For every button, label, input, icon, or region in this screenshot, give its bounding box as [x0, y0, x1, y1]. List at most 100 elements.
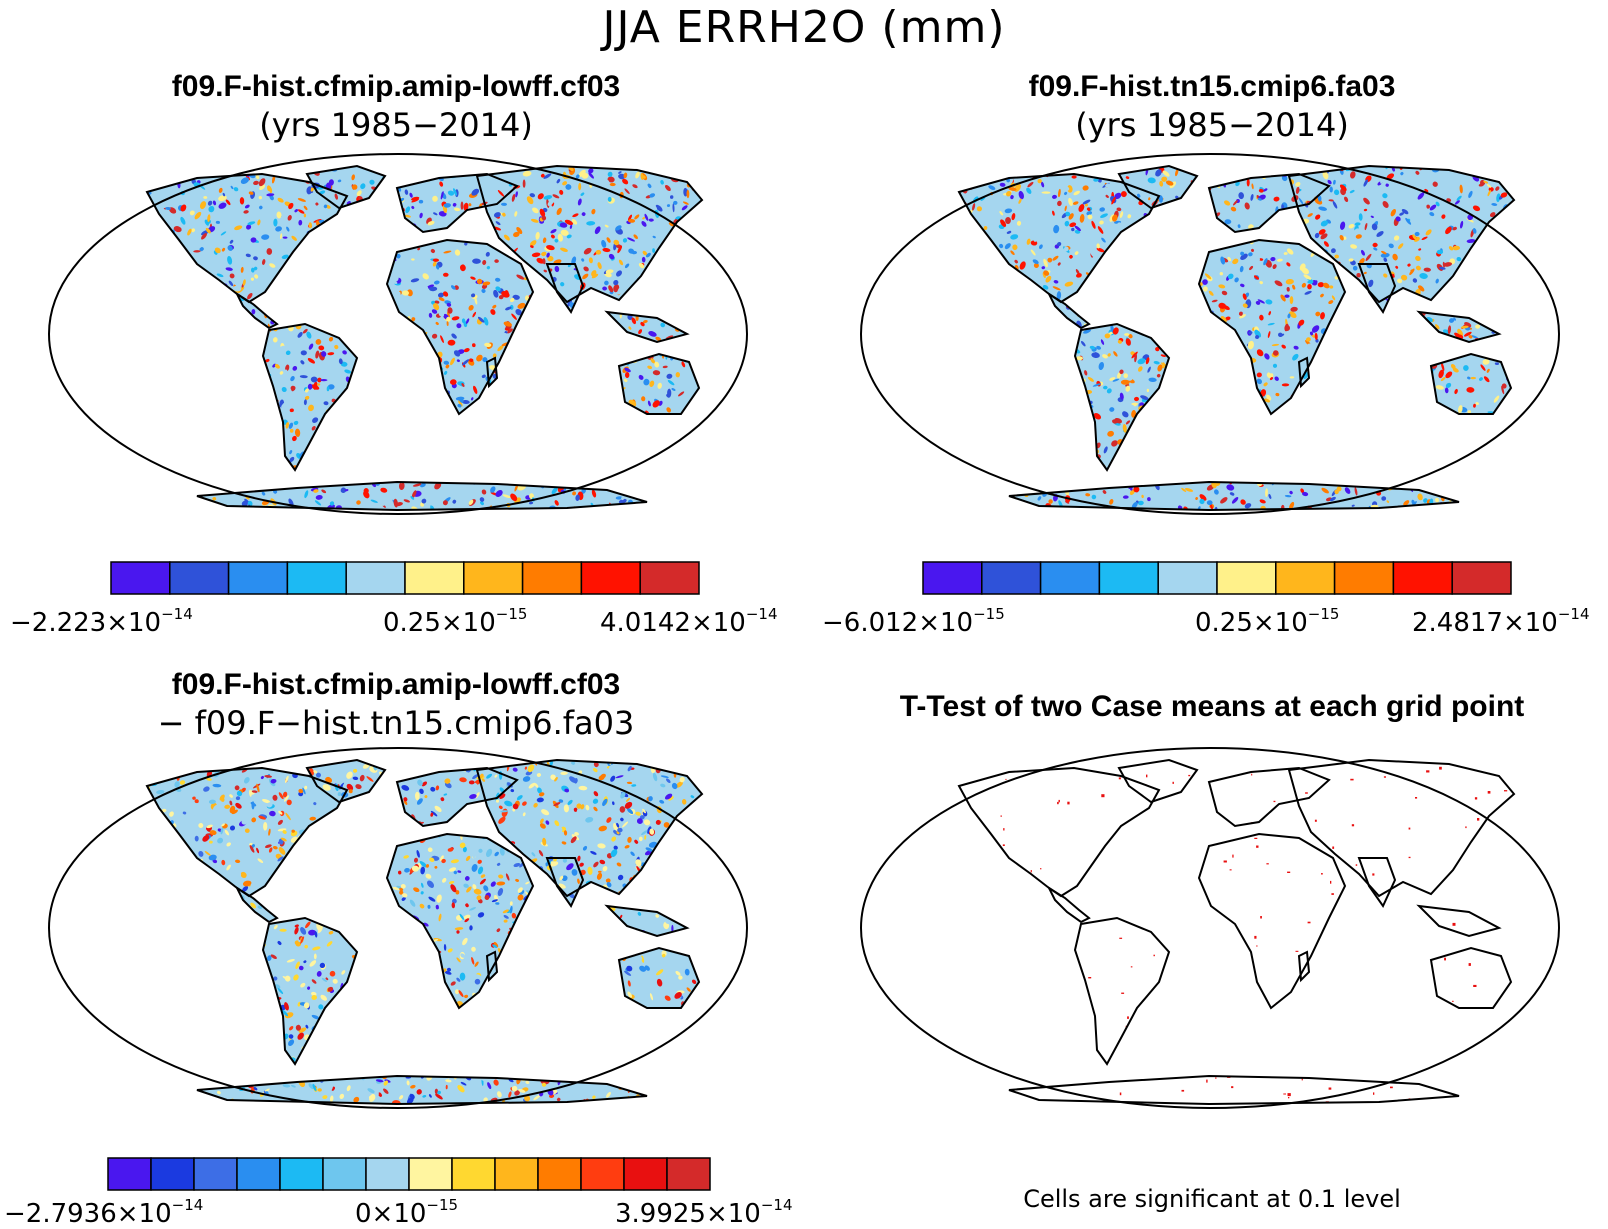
colorbar-swatch	[922, 561, 983, 595]
coastline-asia	[475, 164, 704, 304]
coastline-africa	[1197, 832, 1347, 1010]
coastline-south-america	[1073, 322, 1171, 472]
main-title: JJA ERRH2O (mm)	[602, 2, 1006, 53]
map-frame	[48, 153, 748, 515]
coastline-asia	[475, 758, 704, 898]
colorbar-swatch	[623, 1157, 668, 1191]
coastline-south-america	[261, 322, 359, 472]
colorbar-swatch	[1157, 561, 1218, 595]
coastline-australia	[617, 352, 701, 415]
coastline-europe	[1207, 172, 1331, 234]
panel-3-map	[48, 747, 748, 1109]
panel-1-title: f09.F-hist.cfmip.amip-lowff.cf03	[171, 70, 621, 103]
map-frame	[860, 747, 1560, 1109]
colorbar-swatch	[1392, 561, 1453, 595]
colorbar-swatch	[580, 561, 641, 595]
coastline-south-america	[1073, 916, 1171, 1066]
colorbar-swatch	[494, 1157, 539, 1191]
coastline-north-america	[145, 766, 349, 898]
coastline-europe	[395, 172, 519, 234]
map-frame	[48, 747, 748, 1109]
colorbar-swatch	[365, 1157, 410, 1191]
colorbar-swatch	[408, 1157, 453, 1191]
coastline-australia	[617, 946, 701, 1009]
panel-3-subtitle: − f09.F−hist.tn15.cmip6.fa03	[157, 704, 635, 742]
colorbar-swatch	[580, 1157, 625, 1191]
colorbar-swatch	[666, 1157, 711, 1191]
colorbar-swatch	[404, 561, 465, 595]
coastline-madagascar	[485, 950, 499, 983]
colorbar-swatch	[236, 1157, 281, 1191]
significance-note: Cells are significant at 0.1 level	[1023, 1185, 1401, 1213]
panel-3-title: f09.F-hist.cfmip.amip-lowff.cf03	[171, 668, 621, 701]
coastline-se-asia-islands	[604, 310, 690, 344]
panel-3-colorbar-mid-label: 0×10−15	[355, 1196, 459, 1229]
coastline-madagascar	[485, 356, 499, 389]
colorbar-swatch	[1216, 561, 1277, 595]
panel-2-map	[860, 153, 1560, 515]
coastline-central-america	[1046, 885, 1091, 924]
coastline-north-america	[145, 172, 349, 304]
colorbar-swatch	[279, 1157, 324, 1191]
colorbar-swatch	[110, 561, 171, 595]
colorbar-swatch	[1451, 561, 1512, 595]
coastline-central-america	[234, 291, 279, 330]
colorbar-swatch	[150, 1157, 195, 1191]
coastline-madagascar	[1297, 950, 1311, 983]
panel-1-map	[48, 153, 748, 515]
colorbar-swatch	[322, 1157, 367, 1191]
coastline-asia	[1287, 758, 1516, 898]
colorbar-swatch	[463, 561, 524, 595]
coastline-north-america	[957, 172, 1161, 304]
colorbar-swatch	[451, 1157, 496, 1191]
coastline-india	[545, 263, 585, 314]
panel-4-title: T-Test of two Case means at each grid po…	[899, 690, 1525, 723]
panel-3-colorbar-max-label: 3.9925×10−14	[615, 1196, 793, 1229]
coastline-south-america	[261, 916, 359, 1066]
coastline-europe	[1207, 766, 1331, 828]
panel-3-colorbar-min-label: −2.7936×10−14	[4, 1196, 204, 1229]
coastline-africa	[385, 238, 535, 416]
colorbar-swatch	[1098, 561, 1159, 595]
panel-2-subtitle: (yrs 1985−2014)	[1075, 106, 1349, 144]
coastline-central-america	[234, 885, 279, 924]
coastline-greenland	[1117, 758, 1199, 804]
panel-2-title: f09.F-hist.tn15.cmip6.fa03	[1028, 70, 1396, 103]
colorbar-swatch	[639, 561, 700, 595]
panel-1-colorbar	[110, 561, 700, 595]
coastline-africa	[1197, 238, 1347, 416]
colorbar-swatch	[169, 561, 230, 595]
coastline-india	[545, 857, 585, 908]
coastline-greenland	[305, 164, 387, 210]
panel-1-colorbar-min-label: −2.223×10−14	[10, 605, 193, 638]
panel-2-colorbar	[922, 561, 1512, 595]
coastline-se-asia-islands	[1416, 310, 1502, 344]
colorbar-swatch	[1275, 561, 1336, 595]
coastline-australia	[1429, 946, 1513, 1009]
coastline-australia	[1429, 352, 1513, 415]
coastline-madagascar	[1297, 356, 1311, 389]
coastline-india	[1357, 857, 1397, 908]
coastline-africa	[385, 832, 535, 1010]
panel-4-map	[860, 747, 1560, 1109]
colorbar-swatch	[1039, 561, 1101, 595]
colorbar-swatch	[286, 561, 347, 595]
panel-3-colorbar	[107, 1157, 711, 1191]
coastline-greenland	[1117, 164, 1199, 210]
colorbar-swatch	[1333, 561, 1395, 595]
panel-2-colorbar-mid-label: 0.25×10−15	[1195, 605, 1340, 638]
coastline-greenland	[305, 758, 387, 804]
coastline-asia	[1287, 164, 1516, 304]
coastline-se-asia-islands	[1416, 904, 1502, 938]
coastline-north-america	[957, 766, 1161, 898]
colorbar-swatch	[981, 561, 1042, 595]
panel-1-colorbar-max-label: 4.0142×10−14	[600, 605, 778, 638]
coastline-se-asia-islands	[604, 904, 690, 938]
colorbar-swatch	[227, 561, 289, 595]
colorbar-swatch	[521, 561, 583, 595]
panel-1-subtitle: (yrs 1985−2014)	[259, 106, 533, 144]
panel-1-colorbar-mid-label: 0.25×10−15	[383, 605, 528, 638]
coastline-india	[1357, 263, 1397, 314]
colorbar-swatch	[107, 1157, 152, 1191]
panel-2-colorbar-max-label: 2.4817×10−14	[1412, 605, 1590, 638]
